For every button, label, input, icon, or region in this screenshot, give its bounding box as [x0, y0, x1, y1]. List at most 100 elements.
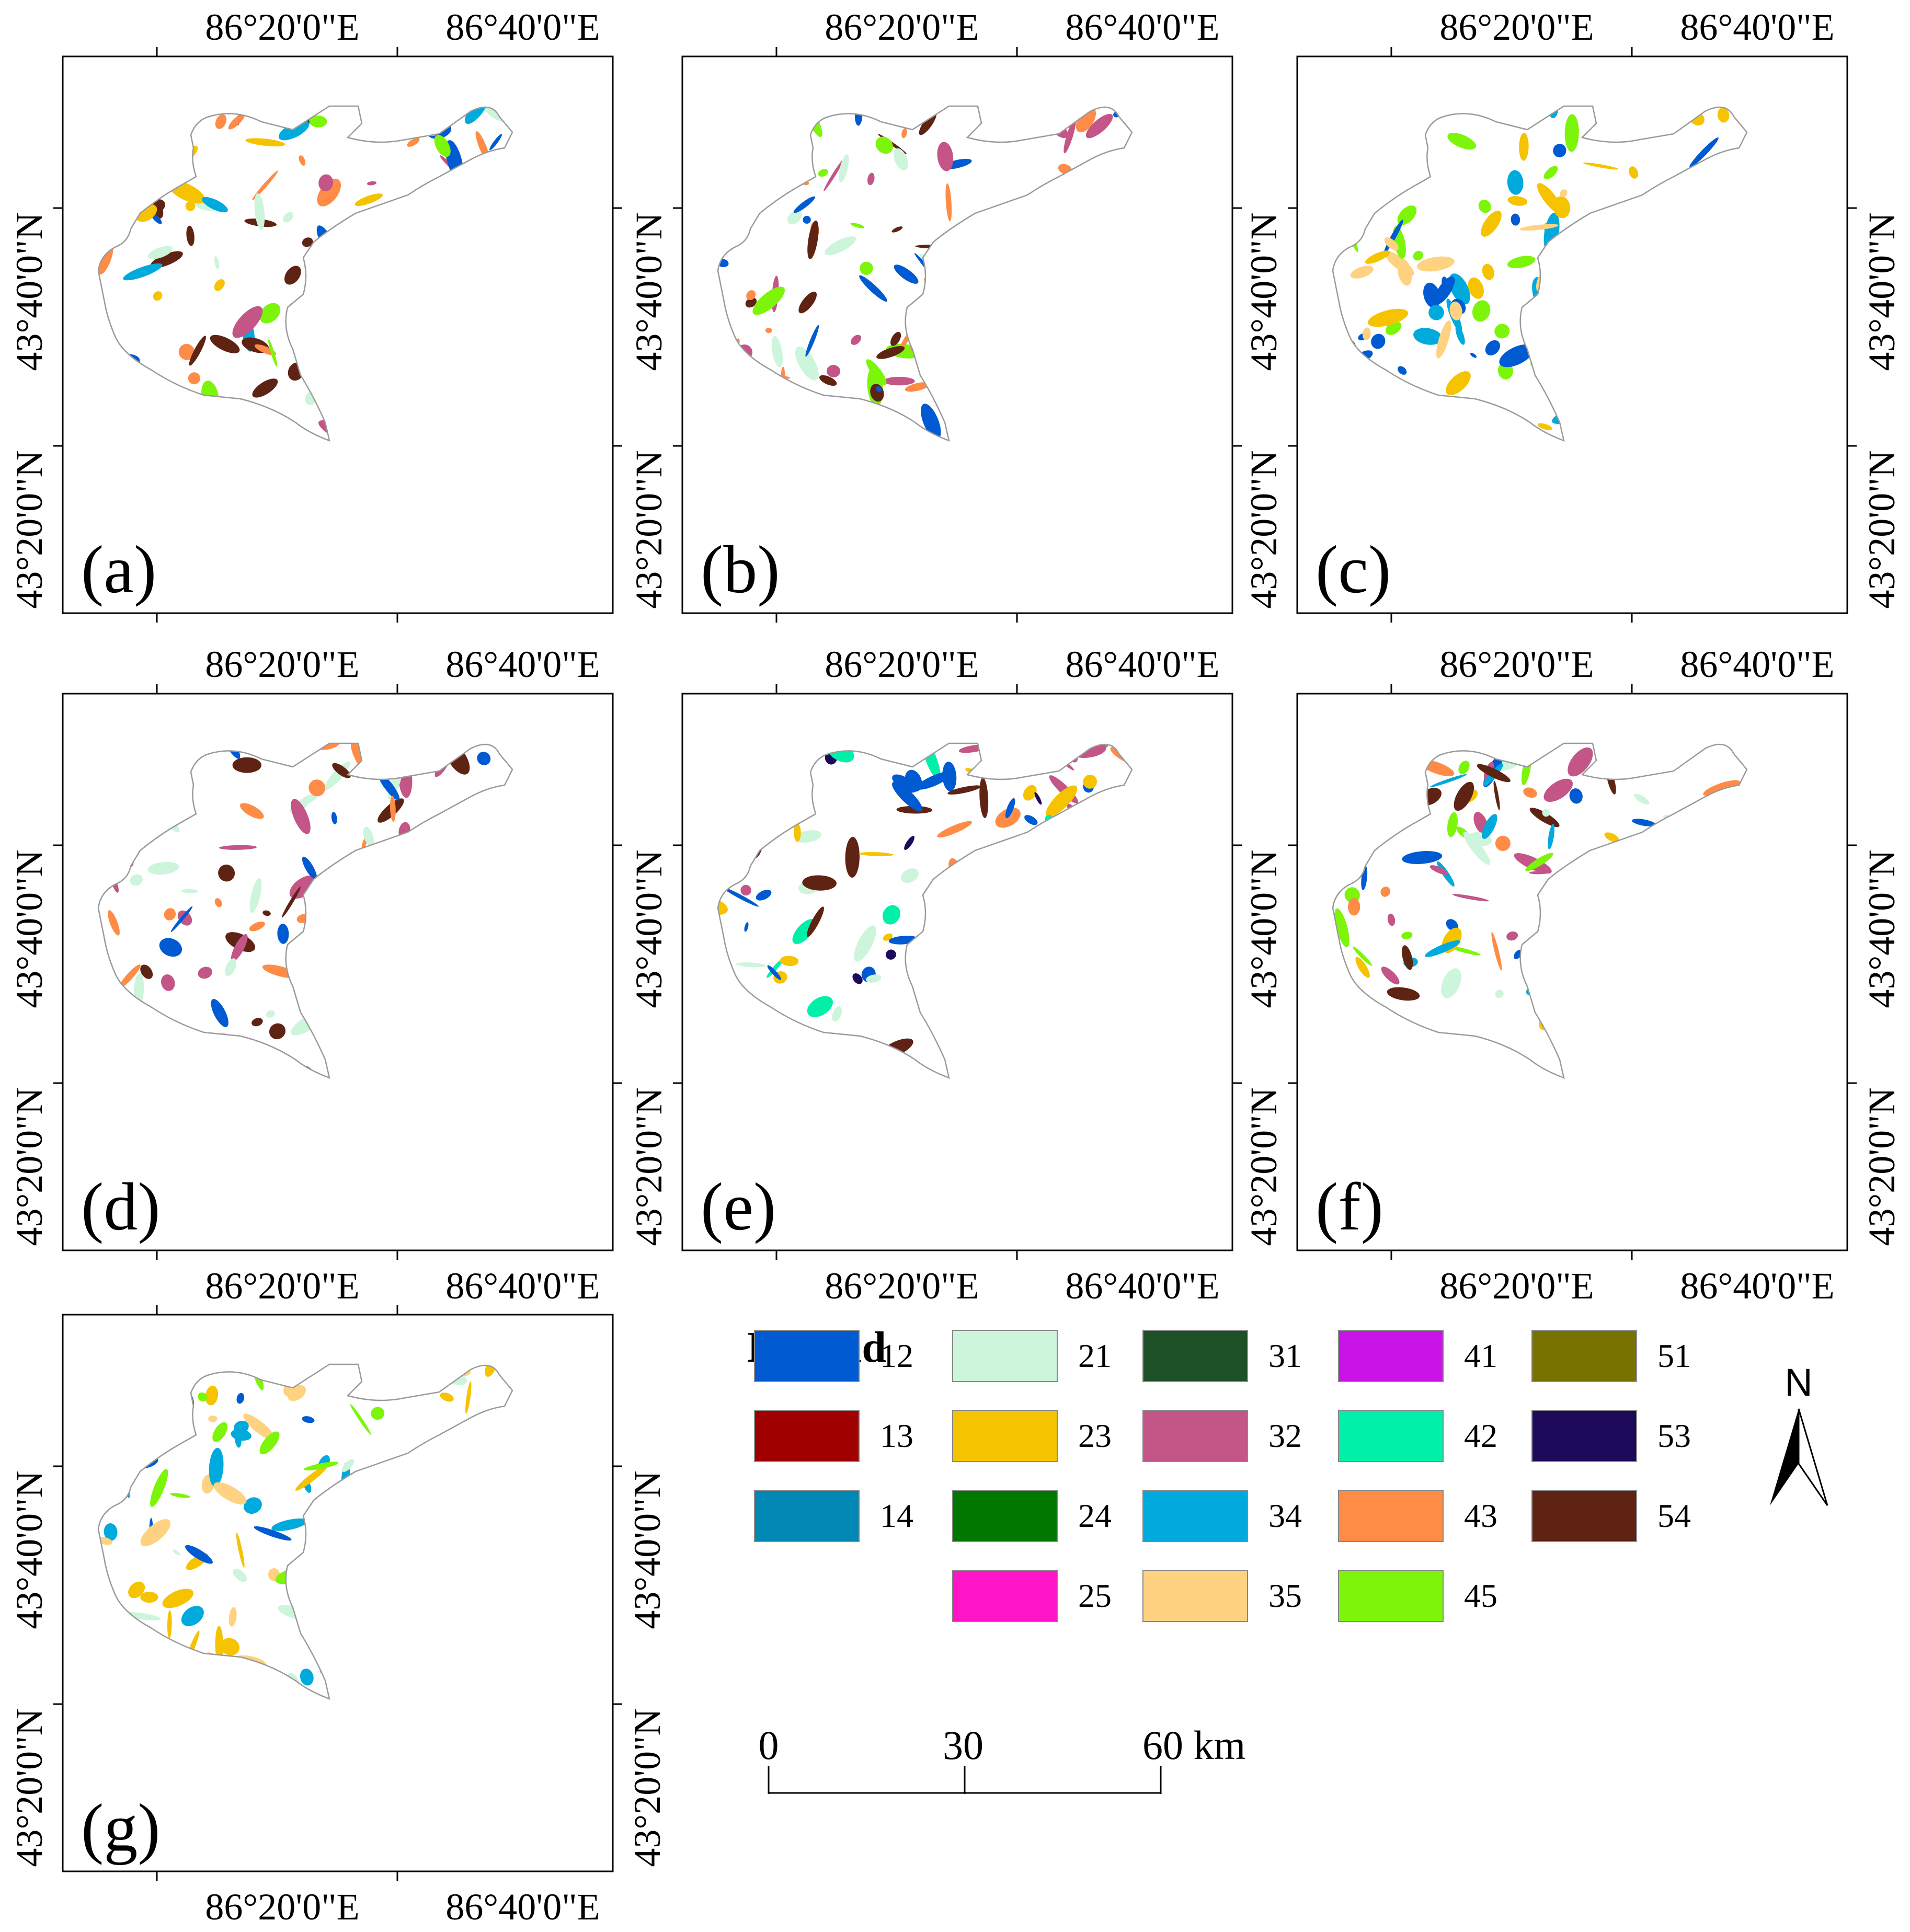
patch-class-45	[1458, 761, 1470, 775]
patch-class-34	[104, 1523, 118, 1541]
patch-class-21	[283, 212, 294, 223]
patch-class-32	[937, 142, 954, 171]
patch-class-43	[390, 796, 396, 822]
patch-class-23	[220, 1638, 240, 1655]
patch-class-12	[894, 264, 919, 284]
patch-class-45	[850, 223, 865, 228]
lon-label-bottom: 86°40'0"E	[445, 1265, 600, 1307]
patch-class-32	[1506, 931, 1518, 941]
patch-class-12	[1632, 819, 1656, 826]
patch-class-54	[140, 964, 153, 979]
patch-class-21	[1634, 794, 1650, 805]
patch-class-23	[1468, 277, 1484, 299]
lat-label-left: 43°40'0"N	[1243, 212, 1285, 371]
patch-class-32	[1085, 113, 1113, 139]
scale-label-60: 60 km	[1142, 1722, 1245, 1768]
patch-class-23	[1537, 423, 1552, 430]
panel-label: (c)	[1316, 532, 1391, 607]
patch-class-34	[209, 1447, 224, 1487]
patch-class-54	[890, 331, 901, 346]
patch-class-12	[917, 772, 952, 790]
legend-swatch-43	[1338, 1490, 1444, 1542]
map-frame	[681, 693, 1233, 1251]
patch-class-23	[167, 1610, 172, 1639]
patch-class-12	[1434, 276, 1455, 305]
patch-class-54	[1454, 781, 1474, 811]
patch-class-23	[214, 279, 225, 291]
patch-class-12	[805, 325, 819, 357]
patch-class-54	[876, 346, 905, 359]
legend-label-21: 21	[1078, 1337, 1112, 1374]
patch-class-53	[1034, 792, 1042, 805]
patch-class-45	[866, 359, 887, 385]
patch-class-12	[1553, 144, 1566, 158]
patch-class-12	[921, 404, 941, 440]
legend-swatch-53	[1531, 1410, 1637, 1462]
patch-class-54	[232, 757, 261, 773]
legend-swatch-21	[952, 1330, 1058, 1382]
lon-label-top: 86°40'0"E	[1065, 6, 1219, 48]
map-frame	[62, 693, 614, 1251]
lon-label-bottom: 86°20'0"E	[1439, 1265, 1594, 1307]
patch-class-32	[231, 934, 248, 962]
patch-class-21	[341, 1459, 354, 1472]
basin-boundary	[717, 742, 1133, 1079]
patch-class-23	[185, 201, 196, 211]
legend-label-31: 31	[1268, 1337, 1302, 1374]
lat-label-right: 43°20'0"N	[626, 1708, 668, 1867]
patch-class-32	[867, 172, 875, 186]
map-panel-f: 86°20'0"E 86°20'0"E 86°40'0"E 86°40'0"E 43°4…	[1243, 643, 1903, 1307]
patch-class-23	[245, 138, 285, 146]
legend-swatch-25	[952, 1570, 1058, 1622]
patch-class-34	[1429, 774, 1467, 787]
map-panel-e: 86°20'0"E 86°20'0"E 86°40'0"E 86°40'0"E 43°4…	[628, 643, 1242, 1307]
patch-class-45	[170, 1493, 190, 1498]
patch-class-45	[752, 286, 785, 315]
legend: Legend 121314212324253132343541424345515…	[747, 1323, 1691, 1622]
legend-swatch-23	[952, 1410, 1058, 1462]
patch-class-12	[211, 999, 228, 1027]
legend-swatch-41	[1338, 1330, 1444, 1382]
patch-class-45	[259, 303, 281, 324]
lon-label-top: 86°40'0"E	[445, 643, 600, 685]
legend-swatch-54	[1531, 1490, 1637, 1542]
patch-class-12	[1371, 334, 1386, 349]
patch-class-21	[795, 347, 819, 381]
patch-class-23	[1083, 774, 1097, 789]
scale-label-0: 0	[759, 1722, 779, 1768]
patch-class-32	[1452, 894, 1489, 902]
patch-class-43	[164, 908, 176, 921]
patch-class-32	[740, 884, 751, 896]
patch-class-12	[254, 1526, 292, 1541]
patch-class-34	[278, 120, 310, 141]
patch-class-21	[795, 830, 821, 843]
patch-class-23	[1355, 957, 1370, 978]
basin-boundary	[97, 105, 513, 442]
patch-class-45	[268, 339, 278, 367]
patch-class-45	[309, 115, 327, 128]
patch-class-45	[259, 1431, 280, 1455]
patch-class-23	[465, 1381, 472, 1414]
patch-class-54	[269, 1023, 286, 1040]
patch-class-45	[1507, 256, 1536, 269]
lat-label-left: 43°40'0"N	[628, 849, 670, 1008]
patch-class-35	[208, 1415, 218, 1422]
basin-boundary	[1332, 742, 1748, 1079]
patch-class-21	[363, 826, 374, 847]
lon-label-bottom: 86°20'0"E	[205, 1886, 359, 1928]
patch-class-32	[824, 159, 844, 191]
patch-class-43	[308, 779, 325, 797]
patch-class-23	[236, 1532, 245, 1568]
basin-boundary	[1332, 105, 1748, 442]
patch-class-21	[771, 336, 783, 367]
patch-class-45	[150, 1469, 168, 1507]
patch-class-54	[284, 266, 301, 285]
patch-class-35	[1449, 301, 1462, 320]
patch-class-23	[162, 1589, 194, 1608]
patch-class-23	[485, 1364, 496, 1377]
patch-class-43	[215, 114, 227, 129]
legend-label-14: 14	[880, 1497, 913, 1534]
lon-label-bottom: 86°40'0"E	[445, 1886, 600, 1928]
patch-class-45	[818, 169, 828, 177]
patch-class-43	[1523, 787, 1537, 798]
